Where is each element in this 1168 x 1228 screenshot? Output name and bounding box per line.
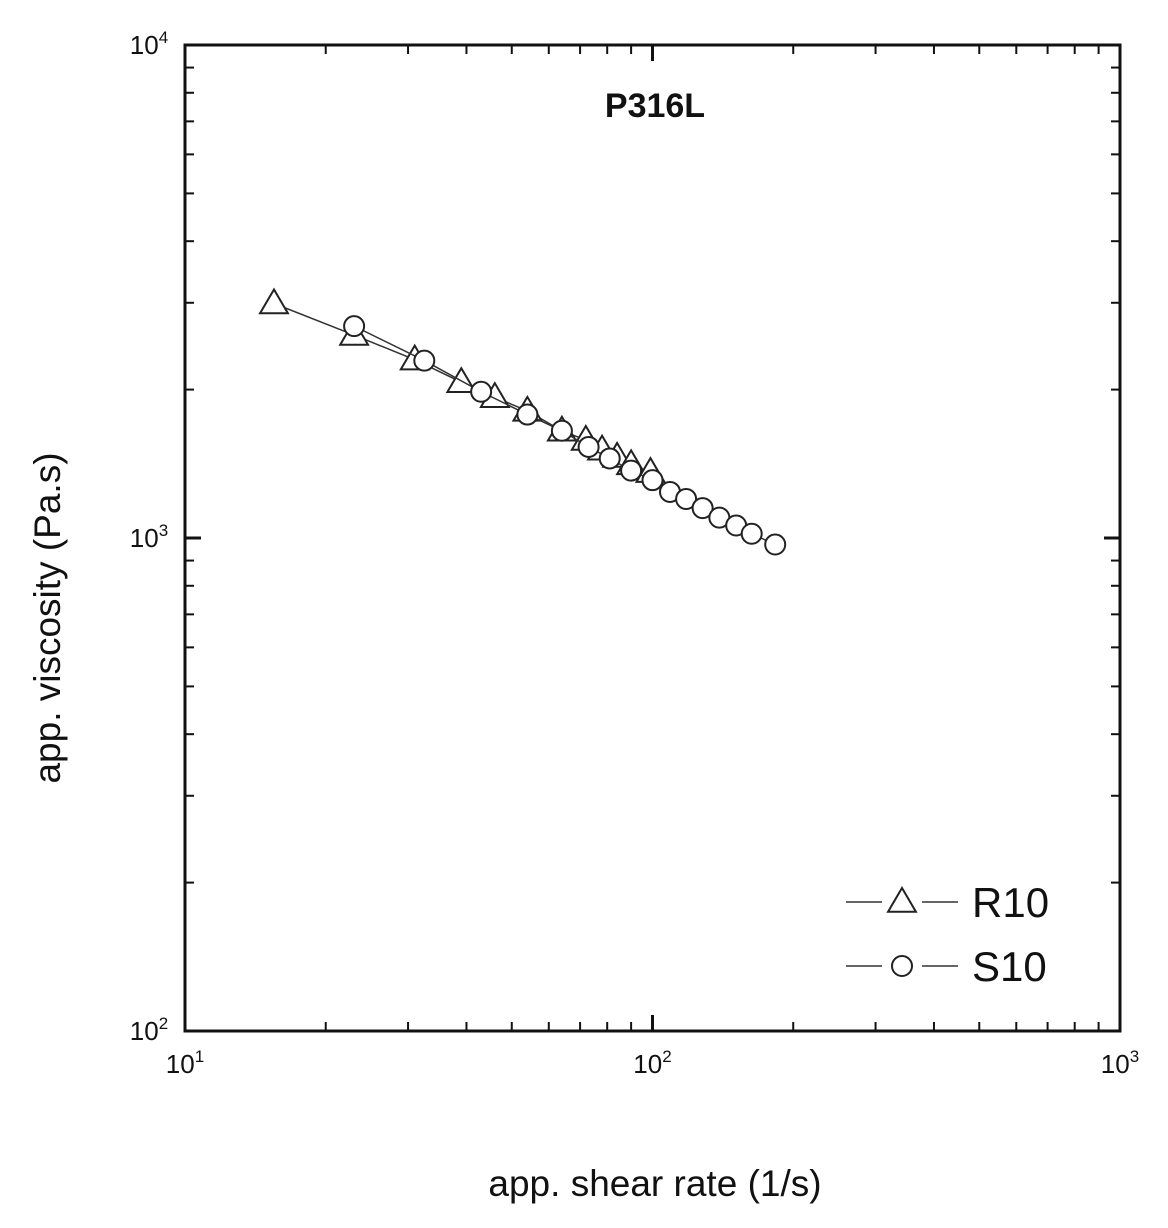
legend-item-S10: S10 bbox=[846, 943, 1047, 990]
y-tick-label: 103 bbox=[130, 521, 168, 553]
data-point-S10 bbox=[740, 522, 763, 545]
series-S10 bbox=[343, 315, 787, 556]
data-point-S10 bbox=[691, 497, 714, 520]
data-point-S10 bbox=[470, 380, 493, 403]
y-tick-label: 104 bbox=[130, 28, 168, 60]
legend-item-R10: R10 bbox=[846, 879, 1049, 926]
data-point-S10 bbox=[620, 459, 643, 482]
data-point-S10 bbox=[577, 435, 600, 458]
x-tick-label: 103 bbox=[1101, 1047, 1139, 1079]
data-point-S10 bbox=[675, 487, 698, 510]
data-point-S10 bbox=[413, 349, 436, 372]
legend-marker-S10 bbox=[891, 955, 913, 977]
data-point-S10 bbox=[598, 447, 621, 470]
chart-title: P316L bbox=[605, 87, 705, 125]
series-layer bbox=[258, 287, 787, 556]
x-axis-title: app. shear rate (1/s) bbox=[488, 1163, 821, 1204]
legend-label-R10: R10 bbox=[972, 879, 1049, 926]
x-tick-label: 101 bbox=[166, 1047, 204, 1079]
data-point-S10 bbox=[343, 315, 366, 338]
data-point-S10 bbox=[550, 419, 573, 442]
y-axis-title: app. viscosity (Pa.s) bbox=[27, 452, 68, 783]
x-tick-label: 102 bbox=[633, 1047, 671, 1079]
data-point-S10 bbox=[516, 403, 539, 426]
data-point-S10 bbox=[764, 533, 787, 556]
plot-frame bbox=[183, 43, 1122, 1033]
y-tick-label: 102 bbox=[130, 1014, 168, 1046]
legend-label-S10: S10 bbox=[972, 943, 1047, 990]
data-point-S10 bbox=[641, 469, 664, 492]
data-point-R10 bbox=[258, 287, 290, 315]
legend-marker-R10 bbox=[886, 885, 918, 913]
